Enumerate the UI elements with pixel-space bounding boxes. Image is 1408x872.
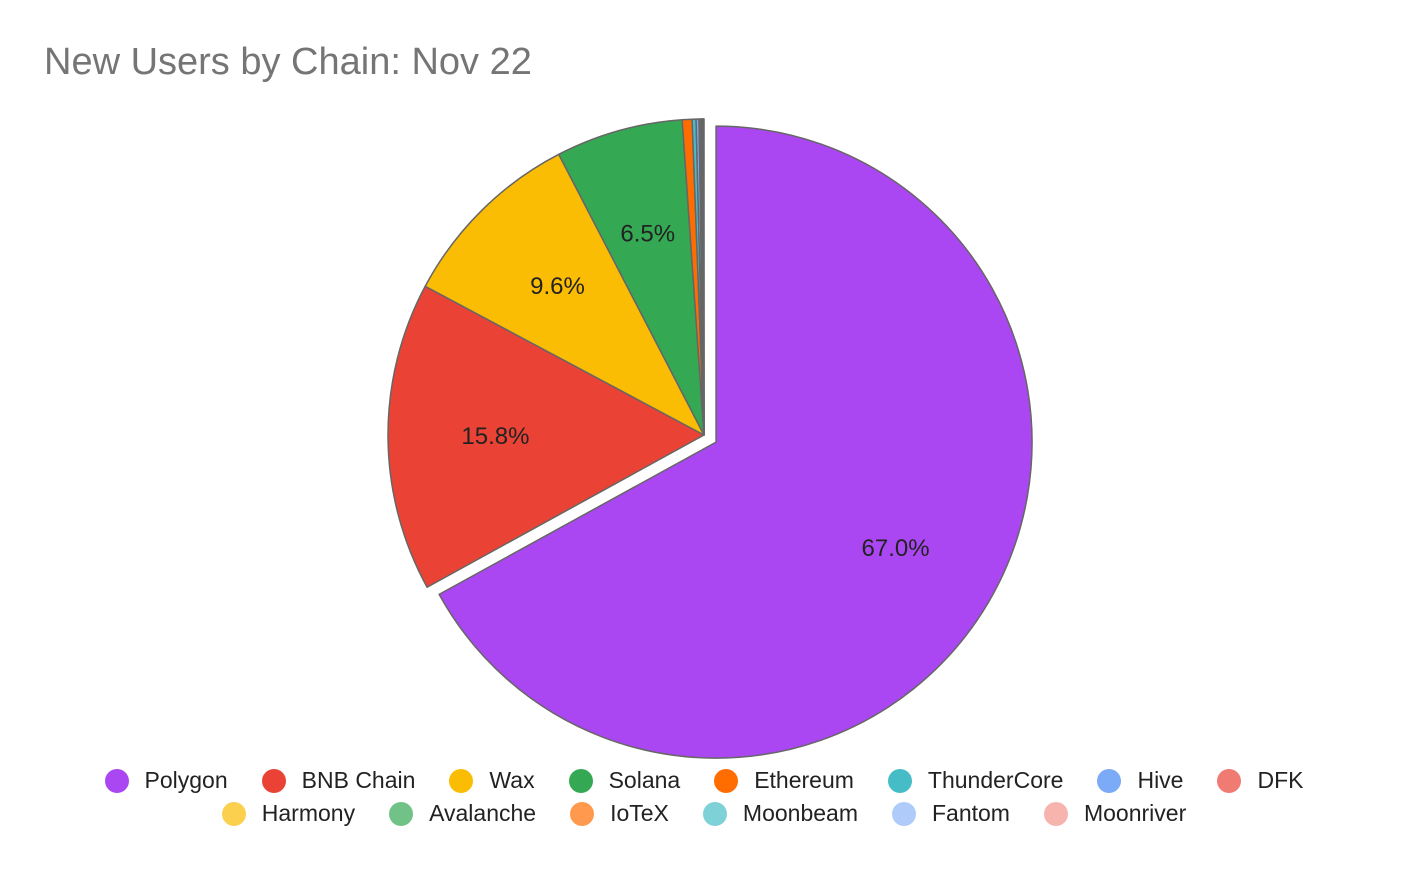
pie-slice-polygon [438, 125, 1033, 759]
pie-chart: 67.0% 15.8% 9.6% 6.5% [387, 118, 1033, 759]
slice-label-solana: 6.5% [620, 221, 675, 248]
legend-swatch-icon [1043, 801, 1068, 826]
legend-item-moonriver[interactable]: Moonriver [1043, 800, 1187, 827]
legend-item-wax[interactable]: Wax [449, 767, 535, 794]
legend-label: DFK [1257, 767, 1304, 793]
legend-swatch-icon [1217, 768, 1242, 793]
legend-label: Ethereum [754, 767, 854, 793]
slice-label-bnb-chain: 15.8% [461, 423, 529, 450]
legend-label: Wax [489, 767, 535, 793]
legend-label: Harmony [261, 800, 356, 826]
legend-swatch-icon [449, 768, 474, 793]
legend-label: Solana [608, 767, 681, 793]
legend-label: Avalanche [429, 800, 537, 826]
legend-item-hive[interactable]: Hive [1097, 767, 1183, 794]
legend-label: Polygon [144, 767, 228, 793]
legend-item-harmony[interactable]: Harmony [221, 800, 356, 827]
pie-slice-wax [424, 153, 705, 436]
legend-swatch-icon [570, 801, 595, 826]
legend-label: ThunderCore [927, 767, 1064, 793]
slice-label-polygon: 67.0% [862, 535, 930, 562]
legend-swatch-icon [221, 801, 246, 826]
legend-swatch-icon [714, 768, 739, 793]
legend-swatch-icon [887, 768, 912, 793]
pie-slice-bnb-chain [387, 285, 705, 588]
legend-item-fantom[interactable]: Fantom [891, 800, 1010, 827]
legend-swatch-icon [891, 801, 916, 826]
legend-swatch-icon [1097, 768, 1122, 793]
legend-swatch-icon [261, 768, 286, 793]
legend-swatch-icon [389, 801, 414, 826]
legend-label: Hive [1137, 767, 1184, 793]
legend-label: Moonbeam [742, 800, 858, 826]
legend-item-moonbeam[interactable]: Moonbeam [702, 800, 858, 827]
legend-item-solana[interactable]: Solana [568, 767, 681, 794]
legend-item-iotex[interactable]: IoTeX [570, 800, 669, 827]
pie-slice-solana [558, 119, 705, 436]
legend-label: Moonriver [1083, 800, 1187, 826]
legend-row: Polygon BNB Chain Wax Solana Ethereum Thunder… [0, 764, 1408, 797]
legend-swatch-icon [568, 768, 593, 793]
legend-label: BNB Chain [301, 767, 416, 793]
chart-legend: Polygon BNB Chain Wax Solana Ethereum Thunder… [0, 764, 1408, 830]
legend-item-thundercore[interactable]: ThunderCore [887, 767, 1064, 794]
legend-item-avalanche[interactable]: Avalanche [389, 800, 536, 827]
legend-swatch-icon [104, 768, 129, 793]
legend-swatch-icon [702, 801, 727, 826]
legend-label: IoTeX [610, 800, 669, 826]
legend-item-bnb-chain[interactable]: BNB Chain [261, 767, 416, 794]
legend-item-ethereum[interactable]: Ethereum [714, 767, 854, 794]
legend-row: Harmony Avalanche IoTeX Moonbeam Fantom Moonr… [0, 797, 1408, 830]
legend-item-polygon[interactable]: Polygon [104, 767, 228, 794]
chart-title: New Users by Chain: Nov 22 [44, 41, 532, 83]
slice-label-wax: 9.6% [530, 273, 585, 300]
legend-label: Fantom [931, 800, 1010, 826]
legend-item-dfk[interactable]: DFK [1217, 767, 1303, 794]
